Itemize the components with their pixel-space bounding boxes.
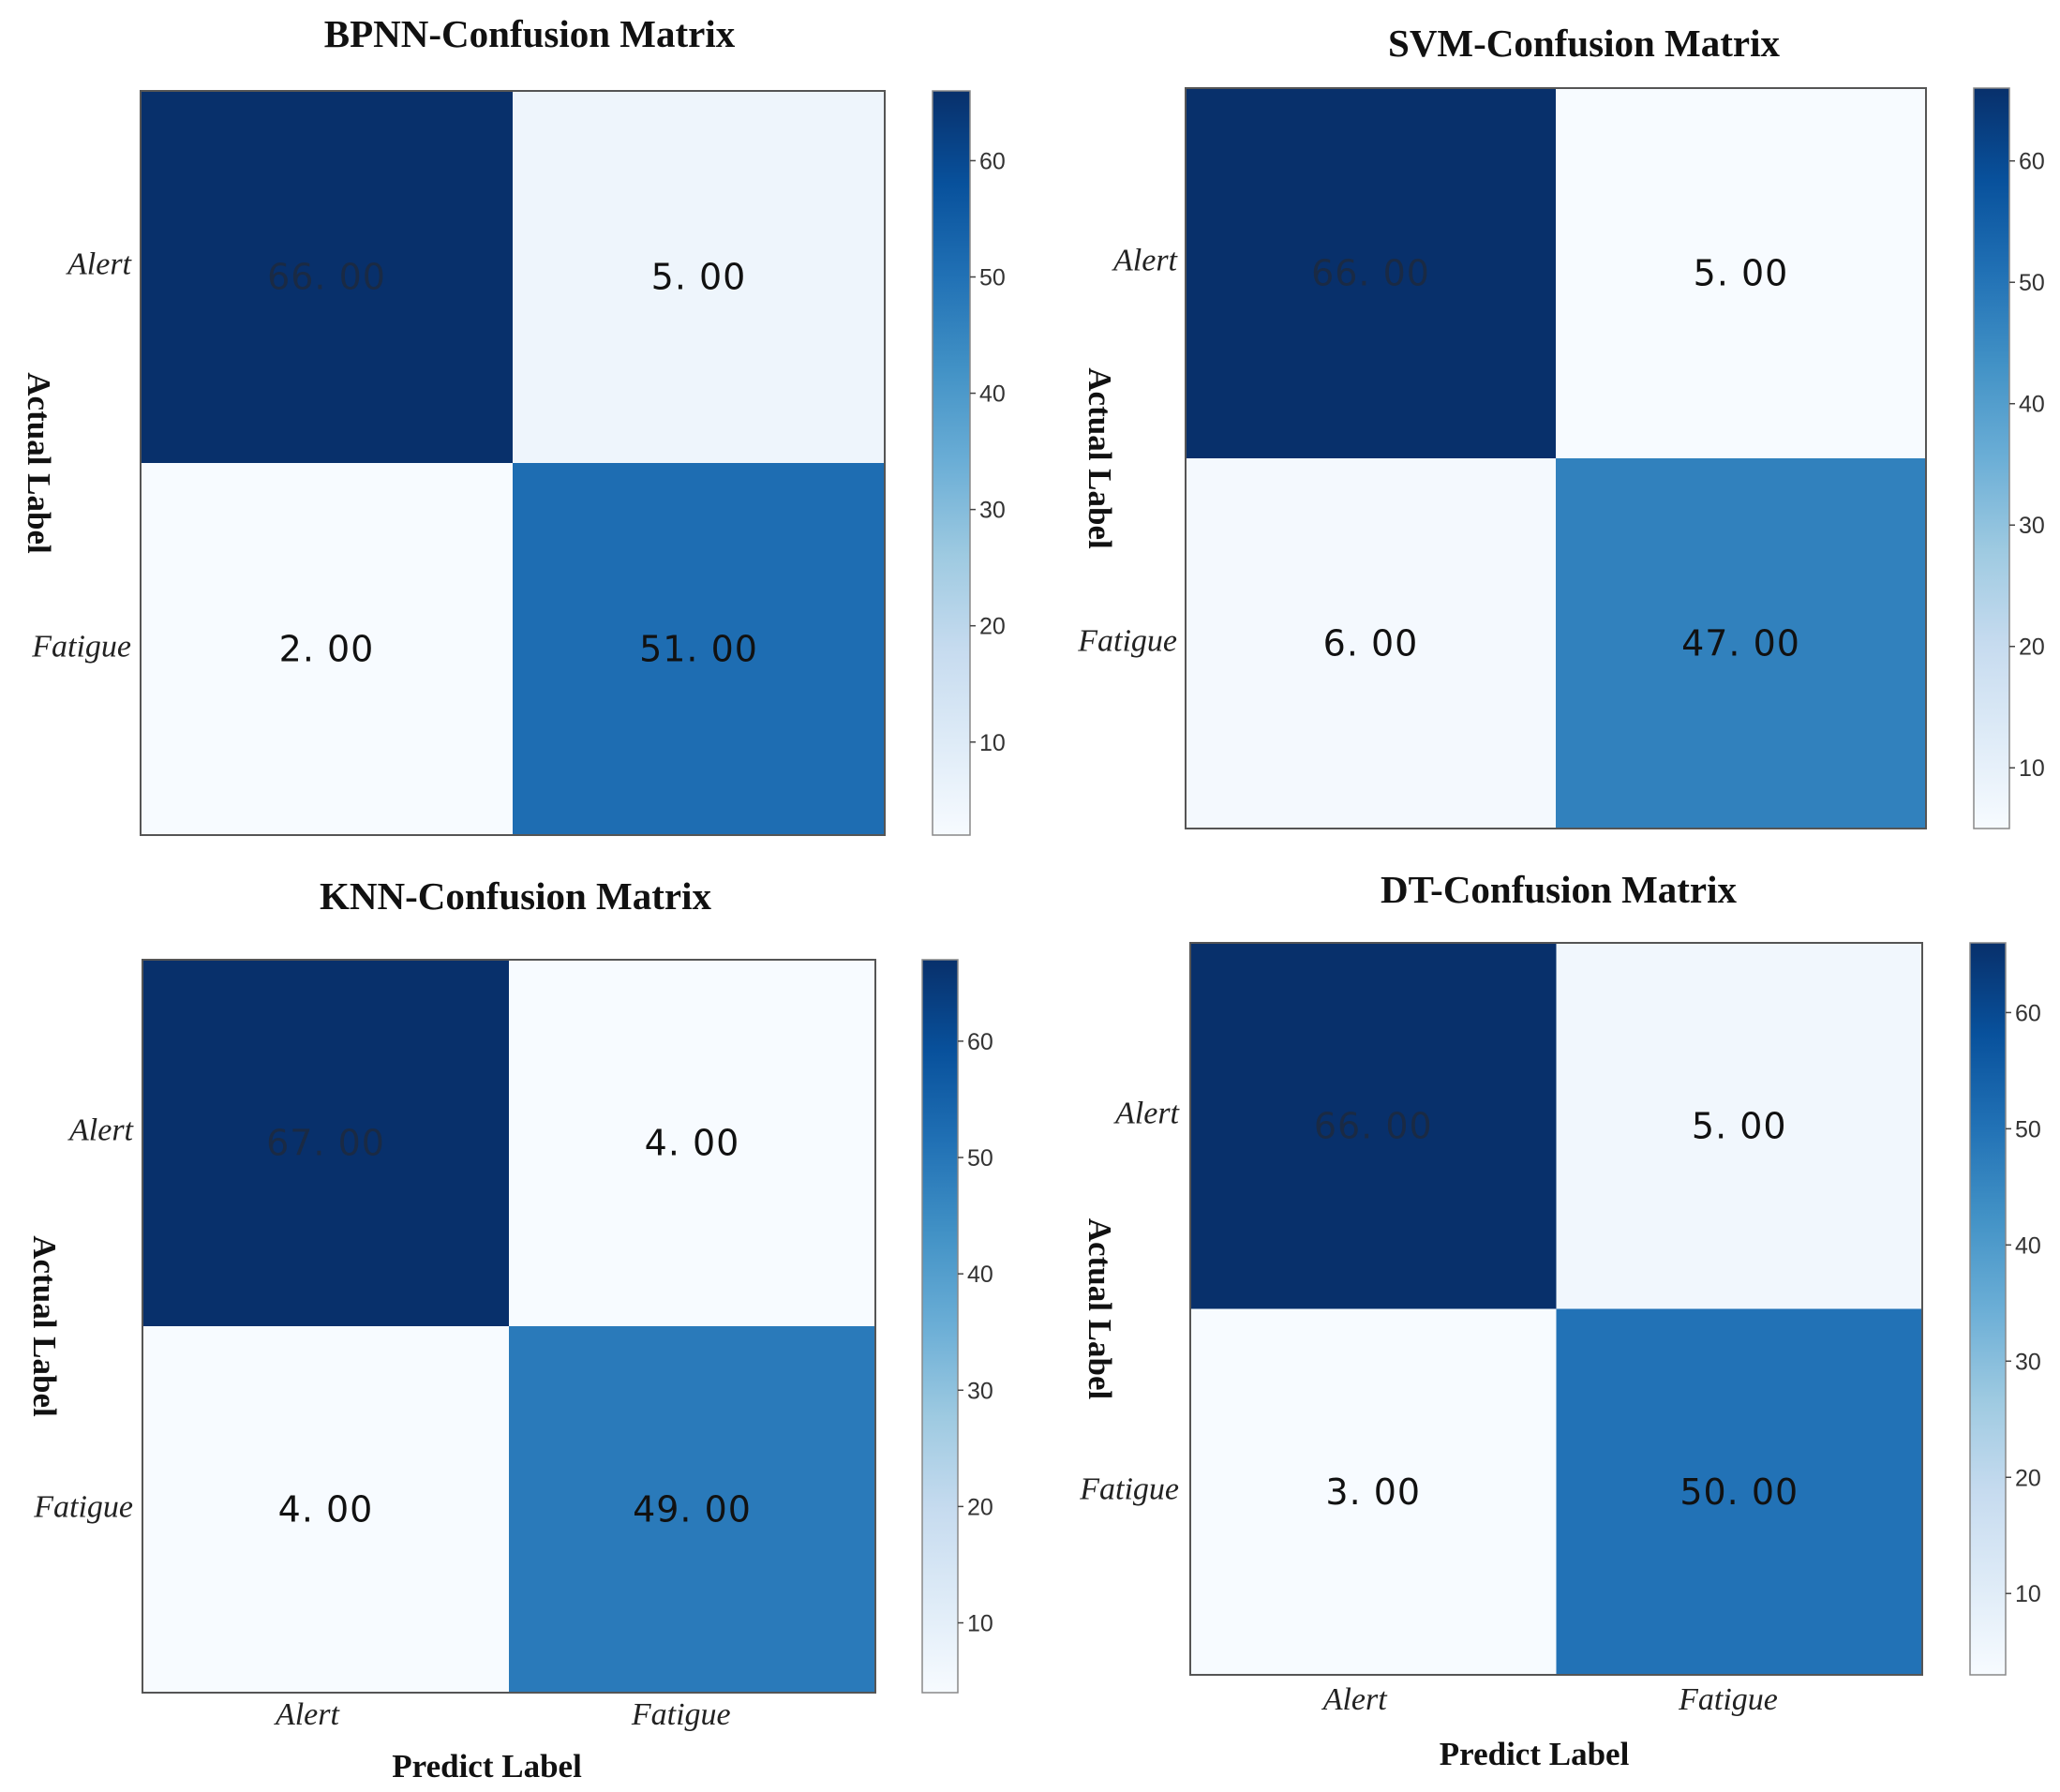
knn-colorbar-tick-60: 60 xyxy=(967,1029,993,1055)
knn-cell-r0-c1 xyxy=(509,960,875,1326)
bpnn-row-label-alert: Alert xyxy=(66,247,133,282)
dt-chart-title: DT-Confusion Matrix xyxy=(1381,868,1738,911)
dt-cell-r0-c1 xyxy=(1556,943,1922,1309)
bpnn-colorbar xyxy=(932,90,971,836)
svm-cell-r0-c0 xyxy=(1186,88,1556,458)
knn-cell-r1-c1 xyxy=(509,1326,875,1693)
knn-confusion-matrix-panel: KNN-Confusion Matrix 67. 00 4. 00 4. 00 49. … xyxy=(26,874,993,1785)
knn-cell-r0-c0 xyxy=(142,960,509,1326)
knn-y-axis-title: Actual Label xyxy=(26,1235,63,1417)
bpnn-chart-title: BPNN-Confusion Matrix xyxy=(324,12,736,55)
dt-y-axis-title: Actual Label xyxy=(1082,1218,1118,1400)
bpnn-cell-r0-c1 xyxy=(513,91,885,463)
knn-cell-value-r0-c1: 4. 00 xyxy=(645,1123,740,1164)
dt-cell-value-r1-c1: 50. 00 xyxy=(1679,1471,1799,1513)
svm-colorbar-tick-20: 20 xyxy=(2019,635,2045,661)
dt-cell-value-r0-c1: 5. 00 xyxy=(1692,1105,1787,1146)
bpnn-matrix-frame xyxy=(140,90,886,836)
knn-col-label-alert: Alert xyxy=(274,1697,341,1732)
dt-matrix-frame xyxy=(1189,942,1923,1676)
dt-col-label-alert: Alert xyxy=(1321,1682,1389,1717)
dt-cell-value-r1-c0: 3. 00 xyxy=(1325,1471,1421,1513)
bpnn-confusion-matrix-panel: BPNN-Confusion Matrix 66. 00 5. 00 2. 00 51.… xyxy=(21,12,1006,836)
svm-row-label-alert: Alert xyxy=(1112,244,1179,278)
knn-cell-value-r1-c0: 4. 00 xyxy=(278,1489,374,1531)
svm-chart-title: SVM-Confusion Matrix xyxy=(1388,22,1780,65)
svm-cell-value-r1-c1: 47. 00 xyxy=(1681,623,1800,665)
svm-cell-r0-c1 xyxy=(1556,88,1926,458)
svm-cell-value-r0-c0: 66. 00 xyxy=(1311,253,1430,294)
svm-cell-value-r1-c0: 6. 00 xyxy=(1323,623,1419,665)
knn-colorbar-tick-50: 50 xyxy=(967,1145,993,1172)
dt-col-label-fatigue: Fatigue xyxy=(1678,1682,1778,1717)
svm-colorbar xyxy=(1973,87,2010,829)
dt-row-label-fatigue: Fatigue xyxy=(1079,1472,1179,1507)
knn-colorbar-tick-20: 20 xyxy=(967,1494,993,1520)
svm-row-label-fatigue: Fatigue xyxy=(1077,623,1177,658)
svm-cell-r1-c1 xyxy=(1556,458,1926,829)
svm-colorbar-tick-30: 30 xyxy=(2019,513,2045,539)
knn-cell-r1-c0 xyxy=(142,1326,509,1693)
knn-chart-title: KNN-Confusion Matrix xyxy=(320,874,711,918)
knn-colorbar-tick-30: 30 xyxy=(967,1378,993,1404)
dt-cell-r1-c1 xyxy=(1556,1308,1922,1675)
bpnn-cell-value-r0-c0: 66. 00 xyxy=(267,257,386,298)
knn-row-label-fatigue: Fatigue xyxy=(33,1489,133,1524)
bpnn-cell-r1-c0 xyxy=(141,463,513,835)
svm-matrix-frame xyxy=(1185,87,1927,829)
svm-colorbar-tick-60: 60 xyxy=(2019,149,2045,175)
bpnn-cell-r1-c1 xyxy=(513,463,885,835)
knn-cell-value-r1-c1: 49. 00 xyxy=(633,1489,752,1531)
bpnn-cell-value-r0-c1: 5. 00 xyxy=(651,257,747,298)
knn-colorbar xyxy=(921,959,959,1694)
dt-cell-r0-c0 xyxy=(1190,943,1557,1309)
dt-x-axis-title: Predict Label xyxy=(1440,1736,1630,1772)
knn-matrix-frame xyxy=(142,959,876,1694)
dt-cell-value-r0-c0: 66. 00 xyxy=(1314,1105,1433,1146)
bpnn-colorbar-tick-60: 60 xyxy=(979,148,1006,174)
knn-colorbar-tick-10: 10 xyxy=(967,1611,993,1637)
svm-colorbar-tick-50: 50 xyxy=(2019,270,2045,296)
knn-col-label-fatigue: Fatigue xyxy=(631,1697,731,1732)
knn-colorbar-tick-40: 40 xyxy=(967,1262,993,1288)
knn-cell-value-r0-c0: 67. 00 xyxy=(266,1123,385,1164)
knn-row-label-alert: Alert xyxy=(67,1113,135,1148)
bpnn-colorbar-tick-10: 10 xyxy=(979,730,1006,756)
dt-colorbar-tick-30: 30 xyxy=(2015,1349,2041,1375)
svm-colorbar-tick-40: 40 xyxy=(2019,392,2045,418)
dt-colorbar-tick-50: 50 xyxy=(2015,1116,2041,1142)
bpnn-colorbar-tick-50: 50 xyxy=(979,265,1006,291)
bpnn-colorbar-tick-20: 20 xyxy=(979,614,1006,640)
dt-colorbar xyxy=(1969,942,2007,1676)
bpnn-row-label-fatigue: Fatigue xyxy=(31,629,131,664)
bpnn-y-axis-title: Actual Label xyxy=(21,372,57,554)
svm-confusion-matrix-panel: SVM-Confusion Matrix 66. 00 5. 00 6. 00 47. … xyxy=(1077,22,2045,829)
svm-y-axis-title: Actual Label xyxy=(1082,367,1118,549)
bpnn-cell-value-r1-c1: 51. 00 xyxy=(639,629,758,670)
dt-confusion-matrix-panel: DT-Confusion Matrix 66. 00 5. 00 3. 00 50. 0… xyxy=(1079,868,2041,1772)
dt-colorbar-tick-40: 40 xyxy=(2015,1232,2041,1259)
knn-x-axis-title: Predict Label xyxy=(392,1748,582,1785)
svm-cell-value-r0-c1: 5. 00 xyxy=(1694,253,1789,294)
dt-colorbar-tick-60: 60 xyxy=(2015,1000,2041,1026)
bpnn-colorbar-tick-40: 40 xyxy=(979,381,1006,408)
dt-cell-r1-c0 xyxy=(1190,1308,1557,1675)
svm-cell-r1-c0 xyxy=(1186,458,1556,829)
dt-colorbar-tick-20: 20 xyxy=(2015,1465,2041,1491)
bpnn-cell-value-r1-c0: 2. 00 xyxy=(279,629,375,670)
dt-colorbar-tick-10: 10 xyxy=(2015,1581,2041,1607)
dt-row-label-alert: Alert xyxy=(1113,1096,1181,1130)
bpnn-cell-r0-c0 xyxy=(141,91,513,463)
bpnn-colorbar-tick-30: 30 xyxy=(979,498,1006,524)
svm-colorbar-tick-10: 10 xyxy=(2019,755,2045,782)
